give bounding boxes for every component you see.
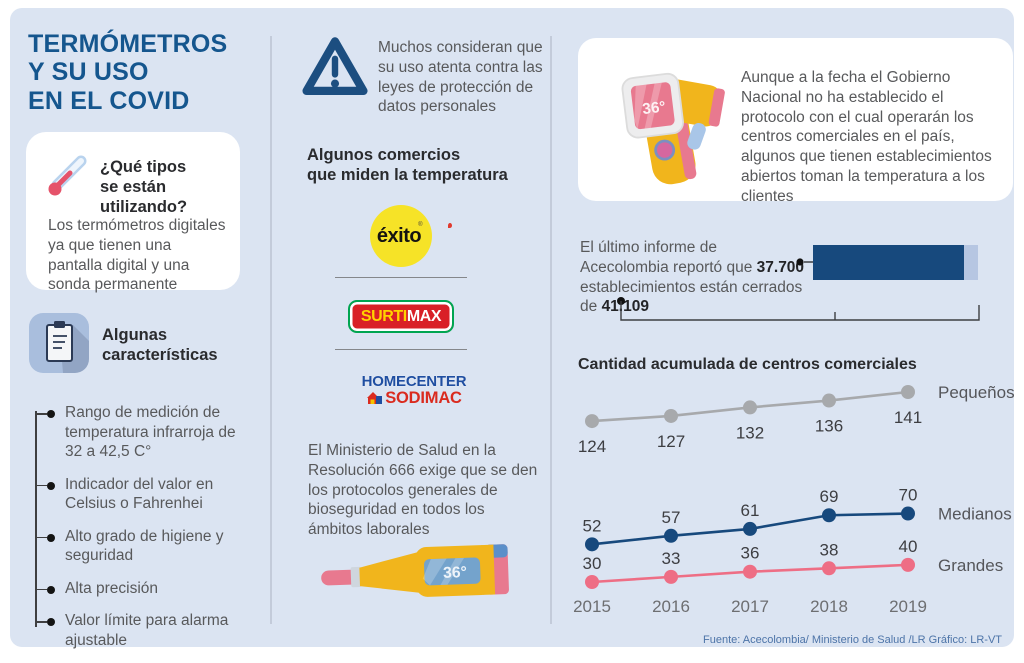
svg-text:36°: 36° [641,98,666,118]
data-point [743,521,757,536]
data-point [901,557,915,572]
closed-value: 37.700 [756,258,805,276]
list-item: Alto grado de higiene y seguridad [35,527,240,566]
government-text: Aunque a la fecha el Gobierno Nacional n… [741,69,992,205]
features-heading: Algunas características [102,326,218,364]
data-point [822,508,836,523]
svg-text:36°: 36° [443,564,467,582]
series-label-pequeños: Pequeños [938,383,1015,402]
question-card: ¿Qué tipos se están utilizando? Los term… [26,132,240,293]
house-icon [367,392,383,405]
page-title: TERMÓMETROS Y SU USO EN EL COVID [28,30,228,115]
data-point [822,393,836,408]
homecenter-sodimac-logo: HOMECENTER SODIMAC [361,373,467,407]
total-bracket [617,297,980,321]
data-point [585,575,599,589]
clipboard-icon [46,321,89,373]
line-chart-container: 124 127 132 136 141 Pequeños 52 57 61 69 70 Mediano… [566,370,1014,622]
column-divider-right [550,36,552,624]
data-point [664,408,678,423]
data-point [901,506,915,521]
features-connector-line [35,411,37,627]
value-label: 57 [662,508,681,527]
list-item: Rango de medición de temperatura infrarr… [35,403,240,462]
question-body: Los termómetros digitales ya que tienen … [48,217,226,294]
value-label: 61 [741,501,760,520]
stores-heading: Algunos comercios que miden la temperatu… [307,146,508,184]
value-label: 40 [899,537,918,556]
list-item: Valor límite para alarma ajustable [35,611,240,650]
exito-logo: éxito ® [370,205,453,267]
data-point [664,569,678,584]
source-credit: Fuente: Acecolombia/ Ministerio de Salud… [703,634,1002,646]
value-label: 136 [815,417,843,436]
closed-bar-fill [813,245,965,280]
x-axis-label: 2016 [652,597,690,616]
value-label: 70 [899,486,918,505]
value-label: 124 [578,437,606,456]
value-label: 36 [741,544,760,563]
data-point [901,385,915,399]
total-value: 41.109 [601,298,649,316]
value-label: 127 [657,432,685,451]
column-divider-left [270,36,272,624]
data-point [743,564,757,579]
data-point [585,414,599,429]
value-label: 141 [894,408,922,427]
value-label: 69 [820,487,839,506]
warning-icon [302,37,368,96]
digital-thermometer-illustration: 36° [321,544,509,597]
x-axis-label: 2019 [889,597,927,616]
list-item: Alta precisión [35,579,240,599]
closed-establishments-bar [813,245,978,280]
question-heading: ¿Qué tipos se están utilizando? [100,158,188,216]
x-axis-label: 2015 [573,597,611,616]
list-item: Indicador del valor en Celsius o Fahrenh… [35,475,240,514]
data-point [664,528,678,543]
surtimax-logo: SURTI MAX [348,300,454,333]
features-icon-tile [29,313,89,373]
government-card: 36° Aunque a la fecha el Gobierno Nacion… [578,38,1013,205]
value-label: 30 [583,554,602,573]
ministry-text: El Ministerio de Salud en la Resolución … [308,442,538,539]
infographic-panel: TERMÓMETROS Y SU USO EN EL COVID ¿Qué ti… [10,8,1015,649]
warning-text: Muchos consideran que su uso atenta cont… [378,39,543,116]
closed-stat-text: El último informe de Acecolombia reportó… [580,239,805,316]
exito-red-dot [448,222,453,228]
registered-mark: ® [418,222,422,228]
value-label: 33 [662,549,681,568]
line-chart: 124 127 132 136 141 Pequeños 52 57 61 69 70 Mediano… [573,383,1015,616]
x-axis-label: 2017 [731,597,769,616]
ir-thermometer-gun-illustration: 36° [621,72,725,185]
series-label-medianos: Medianos [938,505,1012,524]
series-label-grandes: Grandes [938,556,1003,575]
value-label: 132 [736,423,764,442]
x-axis-label: 2018 [810,597,848,616]
data-point [822,561,836,576]
value-label: 38 [820,540,839,559]
logo-divider [335,277,467,278]
data-point [585,537,599,552]
thermometer-icon [48,155,87,196]
data-point [743,400,757,415]
chart-title: Cantidad acumulada de centros comerciale… [578,356,917,373]
value-label: 52 [583,516,602,535]
logo-divider [335,349,467,350]
features-list: Rango de medición de temperatura infrarr… [35,403,240,663]
